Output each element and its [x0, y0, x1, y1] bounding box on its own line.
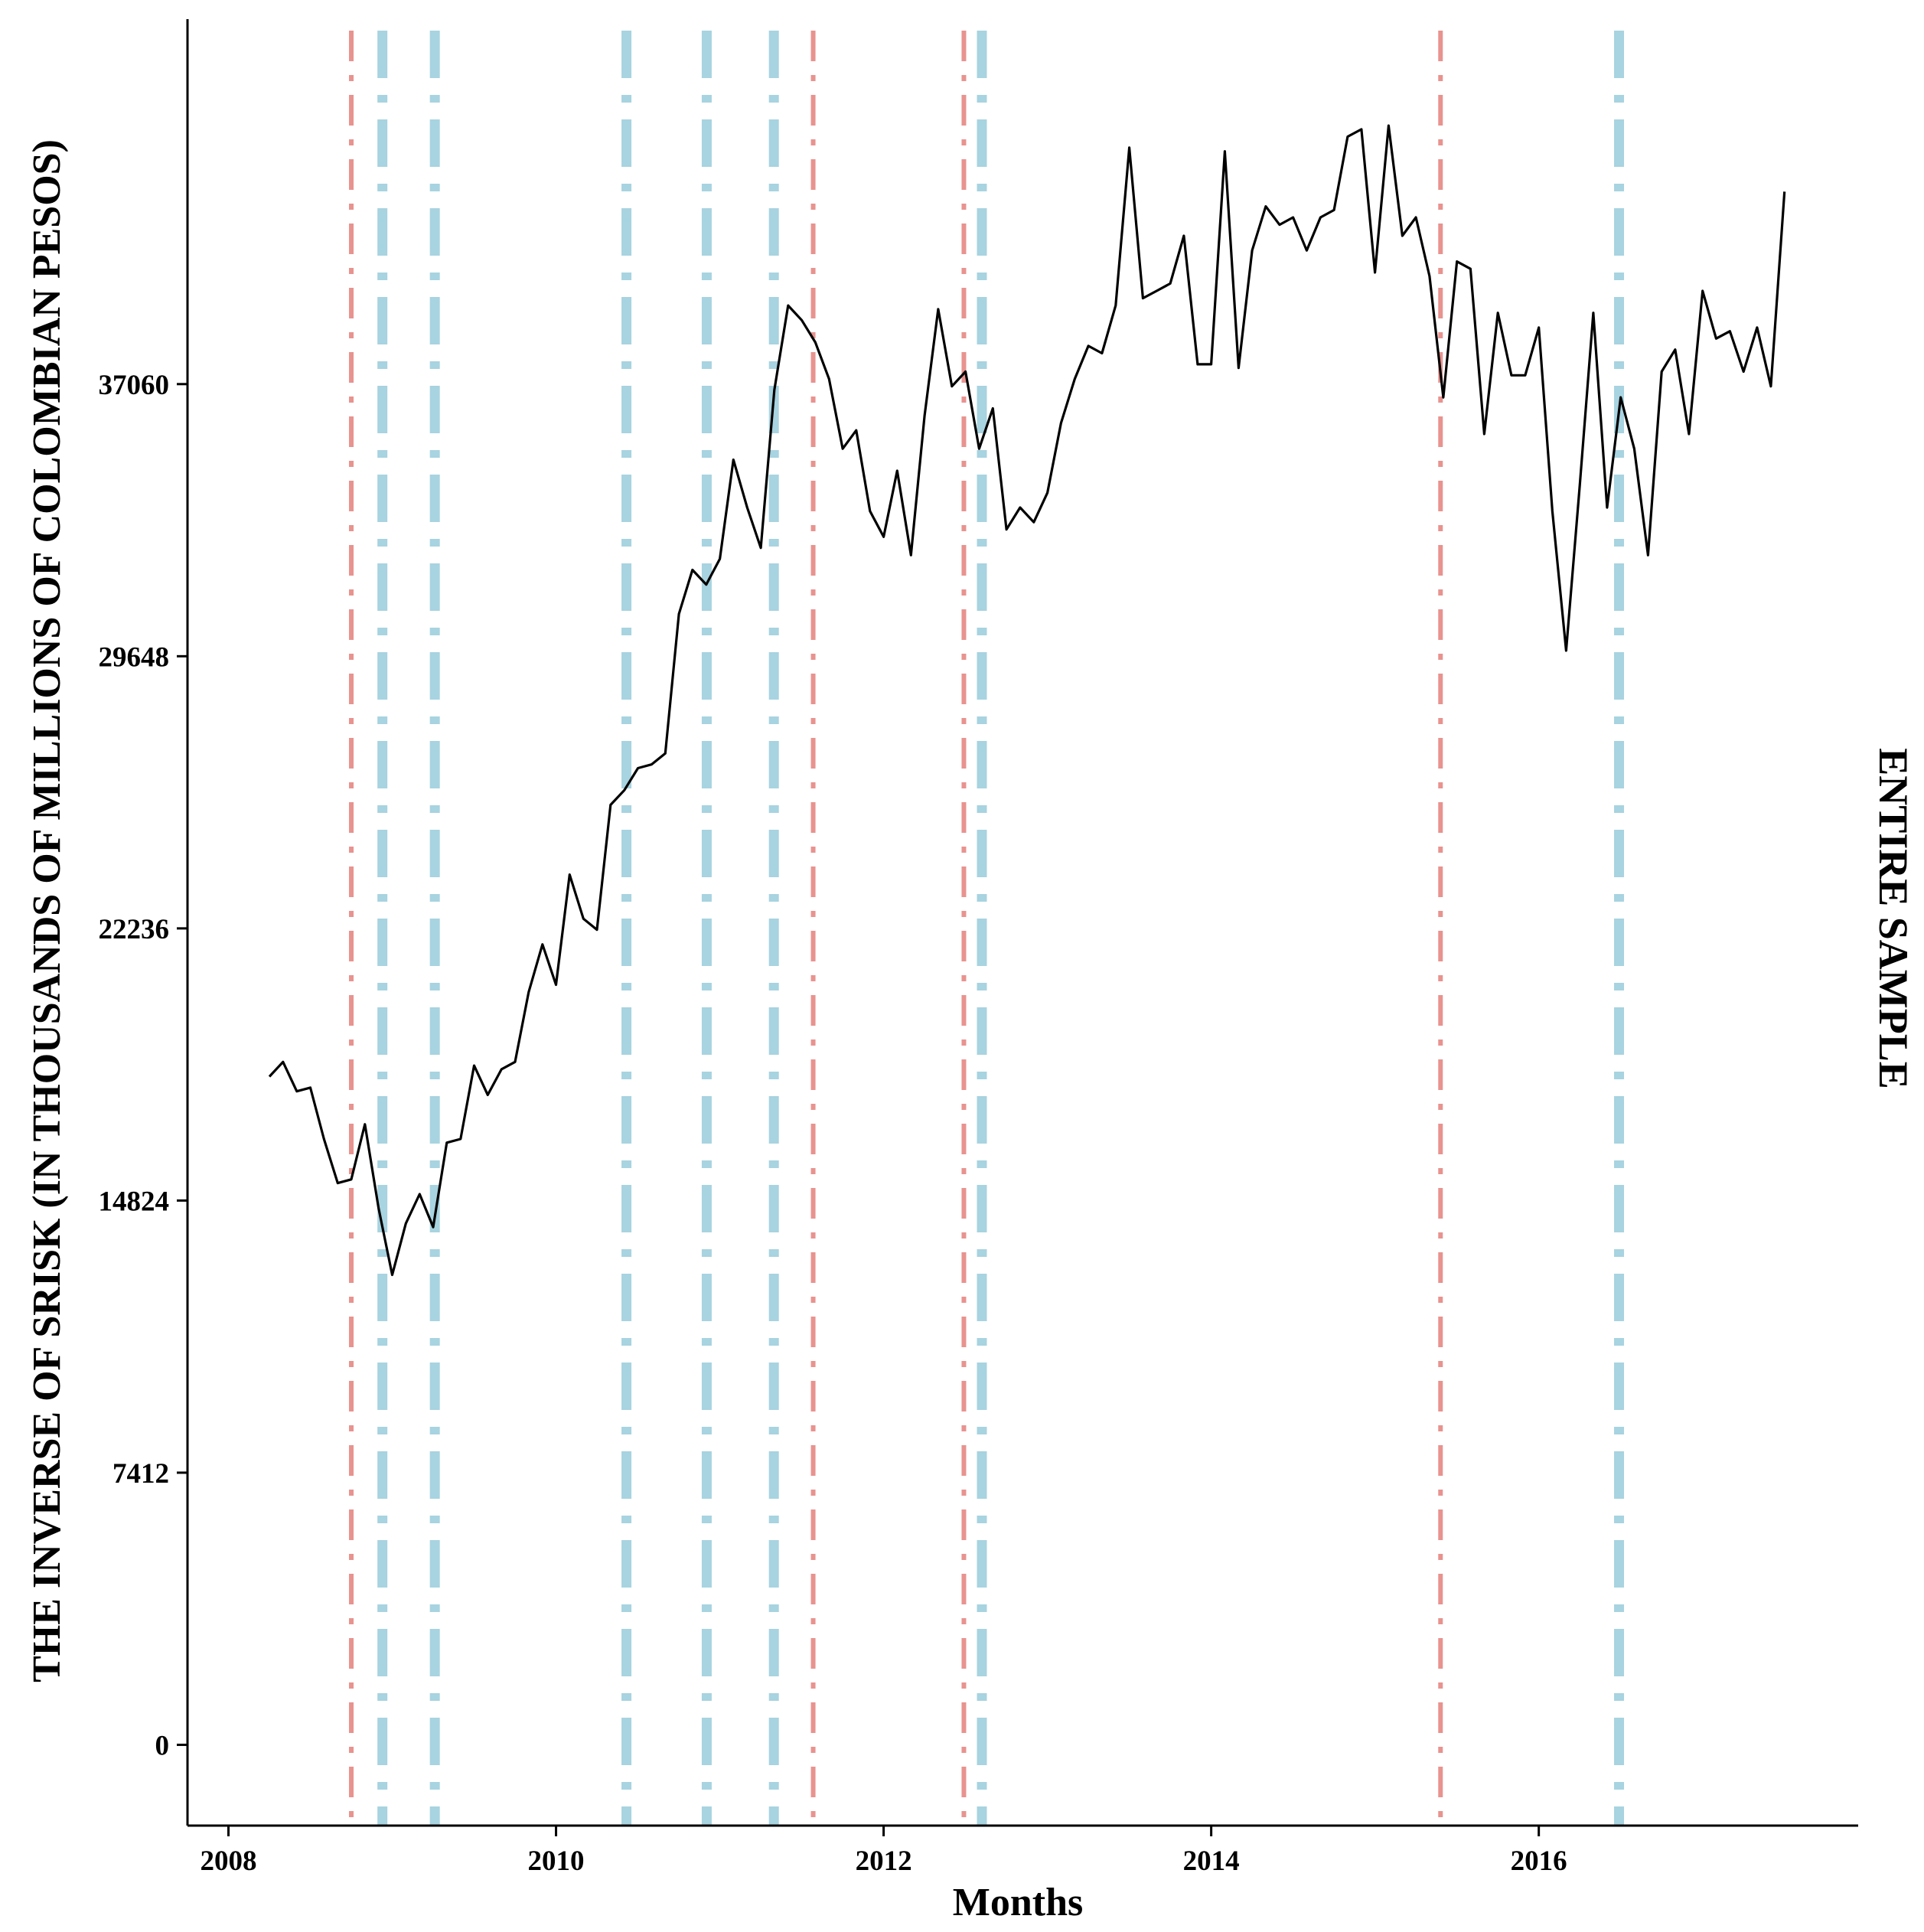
x-tick-label: 2008	[201, 1846, 257, 1877]
y-tick-label: 0	[155, 1730, 170, 1761]
x-axis-ticks: 2008 2010 2012 2014 2016	[201, 1826, 1567, 1877]
x-tick-label: 2016	[1511, 1846, 1567, 1877]
x-tick-label: 2012	[856, 1846, 912, 1877]
y-tick-label: 29648	[99, 641, 170, 673]
y-tick-label: 37060	[99, 370, 170, 401]
reference-lines	[349, 31, 1625, 1826]
axes	[186, 19, 1858, 1827]
y-tick-label: 7412	[113, 1458, 169, 1490]
panel-label: ENTIRE SAMPLE	[1870, 748, 1916, 1089]
series-line-1	[268, 124, 1786, 1277]
y-axis-title: THE INVERSE OF SRISK (IN THOUSANDS OF MI…	[25, 139, 69, 1682]
x-tick-label: 2010	[528, 1846, 585, 1877]
y-tick-label: 14824	[99, 1186, 170, 1217]
x-tick-label: 2014	[1183, 1846, 1240, 1877]
series-layer	[268, 124, 1786, 1277]
x-axis-title: Months	[953, 1881, 1083, 1924]
y-tick-label: 22236	[99, 914, 170, 945]
y-axis-ticks: 0 7412 14824 22236 29648 37060	[99, 370, 188, 1761]
